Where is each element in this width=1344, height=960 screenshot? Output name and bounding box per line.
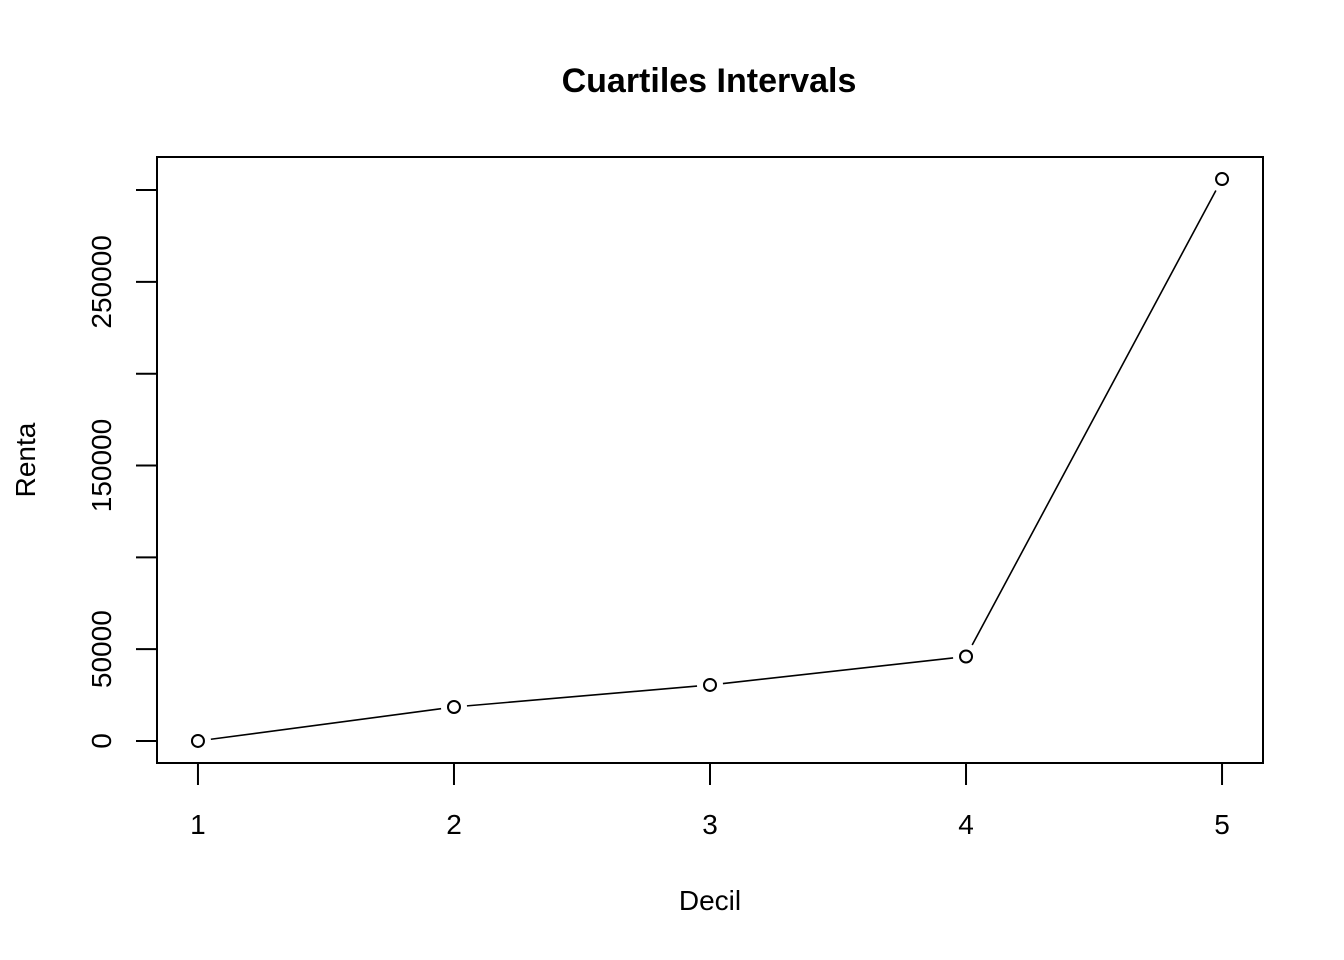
x-tick-label: 1	[190, 809, 206, 840]
chart-title: Cuartiles Intervals	[562, 62, 857, 100]
series-line-segment	[722, 657, 954, 685]
y-tick-label: 250000	[86, 235, 117, 328]
x-tick-label: 3	[702, 809, 718, 840]
x-axis-label: Decil	[679, 885, 741, 916]
x-tick-label: 5	[1214, 809, 1230, 840]
data-point	[959, 649, 974, 664]
y-tick-label: 0	[86, 733, 117, 749]
x-tick-label: 4	[958, 809, 974, 840]
y-axis-label: Renta	[10, 422, 41, 497]
y-tick-label: 50000	[86, 610, 117, 688]
series-line-segment	[971, 190, 1217, 646]
y-axis: 0 50000 150000 250000	[86, 189, 158, 749]
data-point	[1215, 172, 1230, 187]
x-tick-label: 2	[446, 809, 462, 840]
data-point	[703, 677, 717, 692]
data-series	[190, 172, 1230, 748]
series-line-segment	[466, 685, 698, 707]
series-line-segment	[210, 707, 442, 741]
data-point	[190, 733, 205, 748]
x-axis: 1 2 3 4 5	[190, 762, 1230, 840]
y-tick-label: 150000	[86, 419, 117, 512]
plot-frame	[156, 156, 1264, 764]
data-point	[446, 699, 461, 714]
